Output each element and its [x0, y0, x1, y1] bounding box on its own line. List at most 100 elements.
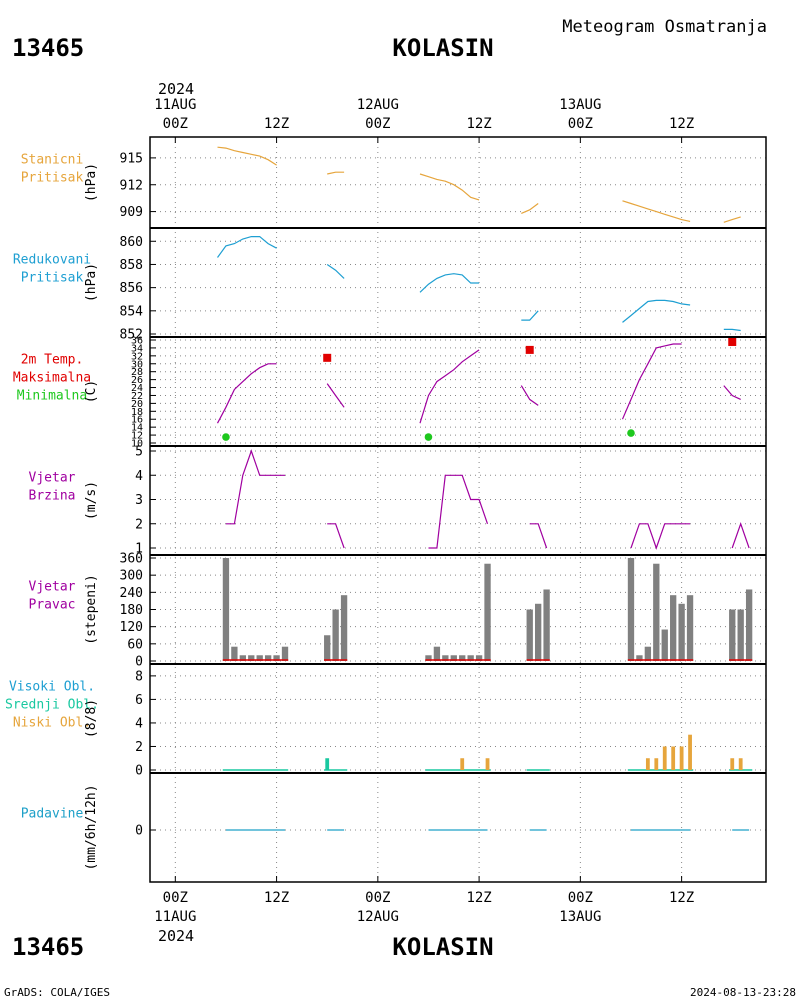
station-name-bottom: KOLASIN [392, 933, 493, 961]
y-tick-label: 3 [135, 493, 143, 508]
y-tick-label: 34 [131, 343, 143, 354]
time-hour-label-top: 00Z [365, 116, 390, 132]
cloud-bar [460, 758, 465, 770]
y-tick-label: 858 [120, 258, 143, 273]
cloud-bar [485, 758, 490, 770]
station-id-top: 13465 [12, 34, 84, 62]
panel-unit-label: (hPa) [84, 263, 99, 302]
reduced-pressure-line [622, 299, 691, 323]
station-pressure-line [419, 173, 480, 201]
y-tick-label: 36 [131, 336, 143, 347]
wind-direction-bar [264, 655, 272, 661]
wind-speed-line [731, 521, 750, 549]
wind-speed-line [225, 449, 285, 525]
panel-label: Niski Obl. [13, 716, 91, 731]
time-hour-label-bottom: 00Z [365, 890, 390, 906]
wind-speed-line [630, 523, 691, 550]
panel-unit-label: (stepeni) [84, 574, 99, 644]
reduced-pressure-line [521, 310, 539, 321]
wind-direction-bar [484, 563, 491, 661]
time-hour-label-top: 12Z [466, 116, 491, 132]
y-tick-label: 0 [135, 655, 143, 670]
panel-label: Minimalna [17, 389, 87, 404]
time-date-label-bottom: 11AUG [154, 909, 196, 925]
wind-direction-bar [248, 655, 255, 661]
y-tick-label: 909 [120, 205, 143, 220]
panel-label: Vjetar [29, 471, 76, 486]
time-hour-label-top: 12Z [669, 116, 694, 132]
y-tick-label: 5 [135, 445, 143, 460]
time-hour-label-top: 00Z [163, 116, 188, 132]
wind-direction-bar [670, 595, 677, 661]
y-tick-label: 26 [131, 375, 143, 386]
wind-direction-bar [450, 655, 457, 661]
panel-label: Vjetar [29, 580, 76, 595]
temperature-line [419, 349, 480, 424]
wind-direction-bar [636, 655, 643, 661]
y-tick-label: 16 [131, 415, 143, 426]
y-tick-label: 360 [120, 552, 143, 567]
wind-direction-bar [737, 609, 744, 661]
time-date-label-top: 11AUG [154, 97, 196, 113]
wind-direction-bar [425, 655, 432, 661]
wind-direction-bar [231, 646, 238, 661]
wind-direction-bar [644, 646, 652, 661]
y-tick-label: 12 [131, 431, 143, 442]
panel-label: Pritisak [21, 171, 84, 186]
wind-speed-line [529, 523, 548, 549]
reduced-pressure-line [419, 273, 480, 293]
wind-direction-bar [239, 655, 246, 661]
station-name-top: KOLASIN [392, 34, 493, 62]
wind-direction-bar [526, 609, 533, 661]
plot-frame [149, 136, 767, 883]
wind-direction-bar [745, 589, 753, 661]
wind-speed-line [428, 474, 489, 549]
y-tick-label: 860 [120, 235, 143, 250]
y-tick-label: 14 [131, 423, 143, 434]
cloud-bar [688, 734, 692, 770]
y-tick-label: 18 [131, 407, 143, 418]
wind-direction-bar [467, 655, 474, 661]
time-date-label-bottom: 12AUG [357, 909, 399, 925]
cloud-bar [662, 746, 667, 770]
wind-direction-bar [332, 609, 339, 661]
tmin-marker [424, 433, 433, 441]
panel-label: Stanicni [21, 153, 84, 168]
tmax-marker [728, 337, 737, 346]
wind-direction-bar [535, 603, 542, 661]
cloud-bar [645, 758, 650, 770]
tmin-marker [627, 429, 635, 437]
wind-direction-bar [653, 563, 660, 661]
wind-direction-bar [543, 589, 550, 661]
wind-direction-bar [222, 558, 230, 661]
panel-label: Brzina [29, 489, 76, 504]
y-tick-label: 2 [135, 517, 143, 532]
panel-label: Padavine [21, 807, 84, 822]
y-tick-label: 32 [131, 351, 143, 362]
time-hour-label-bottom: 12Z [264, 890, 289, 906]
wind-speed-line [327, 523, 345, 549]
y-tick-label: 30 [131, 359, 143, 370]
panel-label: Maksimalna [13, 371, 91, 386]
wind-direction-bar [324, 635, 331, 661]
wind-direction-bar [729, 609, 736, 661]
panel-unit-label: (8/8) [84, 699, 99, 738]
station-id-bottom: 13465 [12, 933, 84, 961]
y-tick-label: 915 [120, 151, 143, 166]
y-tick-label: 28 [131, 367, 143, 378]
station-pressure-line [723, 216, 741, 223]
time-date-label-top: 13AUG [559, 97, 601, 113]
panel-unit-label: (C) [84, 380, 99, 403]
y-tick-label: 4 [135, 469, 143, 484]
wind-direction-bar [340, 595, 348, 661]
y-tick-label: 8 [135, 669, 143, 684]
wind-direction-bar [273, 655, 280, 661]
wind-direction-bar [661, 629, 668, 661]
y-tick-label: 854 [120, 304, 144, 319]
y-tick-label: 2 [135, 740, 143, 755]
station-pressure-line [217, 146, 277, 166]
station-pressure-line [622, 200, 691, 222]
wind-direction-bar [281, 646, 289, 661]
